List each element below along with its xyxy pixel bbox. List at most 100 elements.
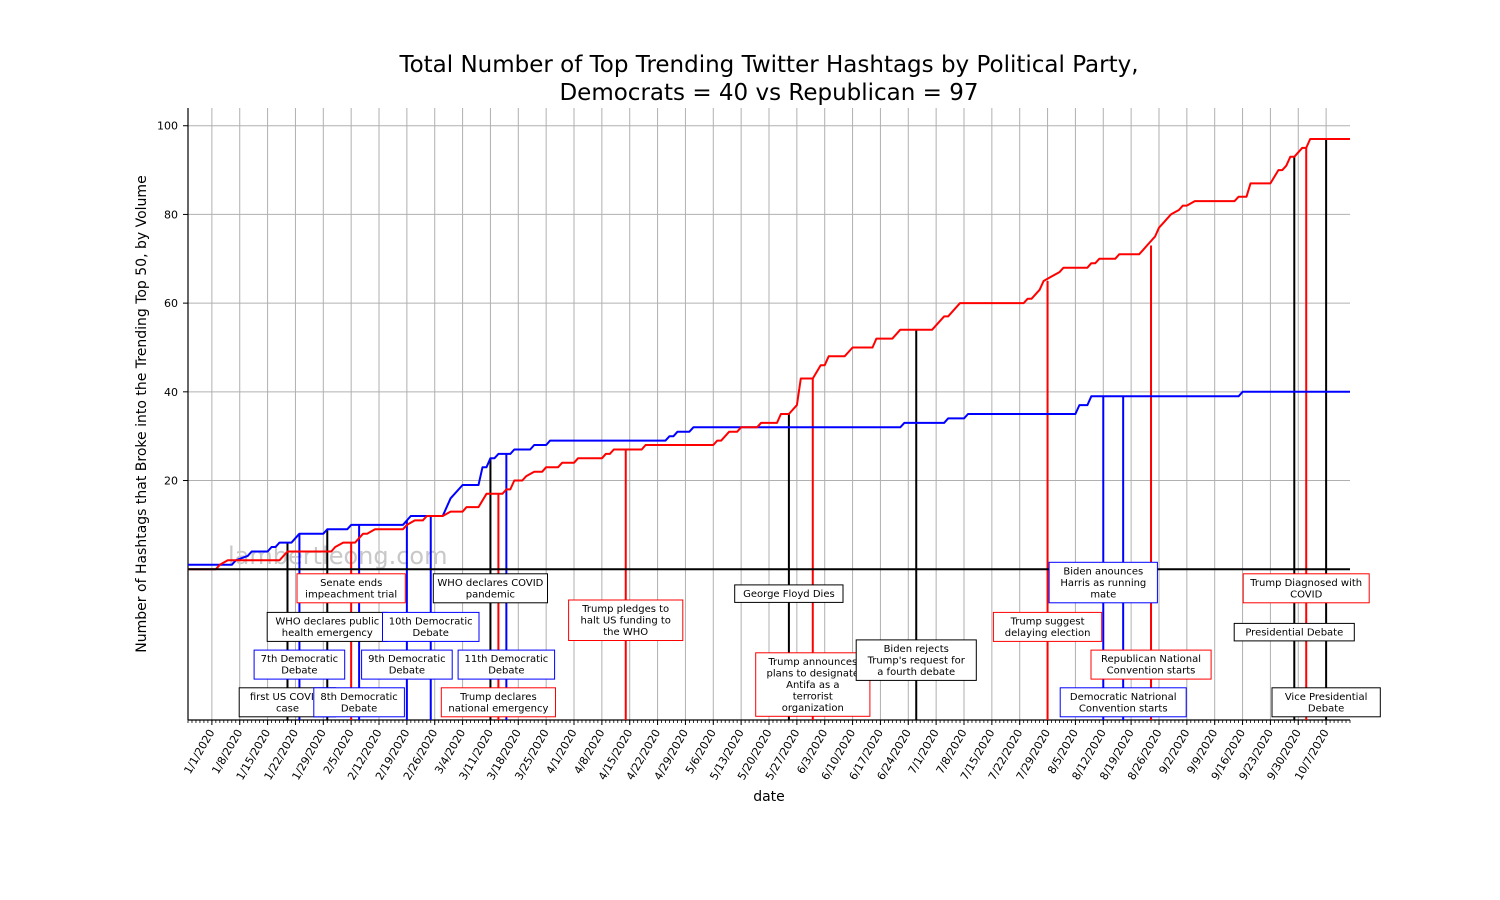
event-annotation-text: Biden rejects [884, 644, 949, 655]
event-annotation-text: Trump announces [767, 657, 857, 668]
event-annotation-box [1090, 649, 1212, 680]
event-annotation-text: Antifa as a [786, 680, 839, 691]
event-annotation-box [992, 611, 1103, 642]
event-annotation-text: Trump pledges to [581, 604, 669, 615]
event-annotation-text: case [276, 703, 299, 714]
event-annotation-text: Presidential Debate [1245, 627, 1343, 638]
event-annotation-text: 7th Democratic [261, 654, 338, 665]
event-annotation-text: a fourth debate [877, 667, 955, 678]
event-annotation-text: Harris as running [1060, 578, 1146, 589]
event-annotation-text: pandemic [466, 589, 515, 600]
event-annotation-box [1048, 561, 1158, 604]
x-axis-label: date [753, 789, 785, 805]
event-annotation-text: Vice Presidential [1285, 692, 1368, 703]
event-annotation-text: Convention starts [1107, 666, 1196, 677]
event-annotation-box [382, 611, 480, 642]
event-annotation-text: WHO declares COVID [437, 578, 543, 589]
event-annotation-box [296, 573, 406, 604]
event-annotation-box [568, 599, 684, 641]
event-annotation-text: national emergency [448, 703, 548, 714]
axes [183, 108, 1351, 725]
event-annotation-text: Republican National [1101, 654, 1201, 665]
y-axis-label: Number of Hashtags that Broke into the T… [134, 175, 150, 652]
event-annotation-text: first US COVID- [250, 692, 326, 703]
event-annotation-text: 11th Democratic [464, 654, 548, 665]
event-annotation-text: Trump suggest [1010, 616, 1085, 627]
chart-title-line-2: Democrats = 40 vs Republican = 97 [559, 80, 978, 106]
event-annotation-box [361, 649, 453, 680]
event-annotation-text: Debate [389, 666, 425, 677]
event-annotation-text: COVID [1290, 589, 1322, 600]
event-annotation-text: organization [782, 703, 844, 714]
chart-title-line-1: Total Number of Top Trending Twitter Has… [398, 52, 1138, 78]
event-annotation-text: 10th Democratic [389, 616, 473, 627]
event-annotation-text: Debate [341, 703, 377, 714]
event-annotation-text: Trump declares [459, 692, 537, 703]
y-tick-label: 20 [164, 475, 178, 488]
event-annotation-text: health emergency [282, 628, 373, 639]
event-annotation-box [253, 649, 346, 680]
event-annotation-box [457, 649, 556, 680]
event-annotation-text: terrorist [793, 691, 833, 702]
y-tick-label: 80 [164, 208, 178, 221]
event-annotation-text: 8th Democratic [320, 692, 397, 703]
event-annotation: Presidential Debate [1233, 622, 1355, 642]
event-annotation-box [440, 687, 556, 718]
y-tick-label: 40 [164, 386, 178, 399]
event-annotation: George Floyd Dies [734, 584, 844, 603]
event-annotation-text: Convention starts [1079, 703, 1168, 714]
event-annotation-text: halt US funding to [580, 616, 670, 627]
event-annotation-box [432, 573, 548, 604]
event-annotation-text: Trump Diagnosed with [1249, 578, 1362, 589]
event-annotation-text: Senate ends [320, 578, 382, 589]
y-tick-label: 100 [157, 120, 178, 133]
event-annotation-text: Democratic Natrional [1070, 692, 1177, 703]
series-line-republicans [188, 138, 1350, 571]
event-annotation-text: George Floyd Dies [743, 589, 835, 600]
series-lines [188, 138, 1350, 571]
event-annotation-text: Debate [488, 666, 524, 677]
event-annotation-box [855, 639, 977, 681]
event-annotation-text: the WHO [603, 627, 648, 638]
event-annotation-text: Debate [281, 666, 317, 677]
event-annotation-box [1059, 687, 1187, 718]
event-annotation-text: mate [1090, 589, 1116, 600]
event-annotation-text: Trump's request for [867, 655, 966, 666]
event-annotation-text: 9th Democratic [368, 654, 445, 665]
event-annotation-box [1271, 687, 1381, 718]
event-annotation-box [734, 584, 844, 603]
event-annotation-text: Debate [1308, 703, 1344, 714]
series-line-democrats [188, 390, 1350, 566]
event-annotation-box [755, 652, 871, 717]
y-tick-label: 60 [164, 297, 178, 310]
event-annotation-text: plans to designate [767, 668, 860, 679]
event-annotation-text: delaying election [1005, 628, 1091, 639]
event-annotation-text: impeachment trial [305, 589, 397, 600]
event-annotation-text: Debate [412, 628, 448, 639]
event-annotation-text: Biden anounces [1063, 566, 1143, 577]
event-annotation-text: WHO declares public [275, 616, 379, 627]
event-annotation-box [1233, 622, 1355, 642]
event-annotation-box [313, 687, 405, 718]
